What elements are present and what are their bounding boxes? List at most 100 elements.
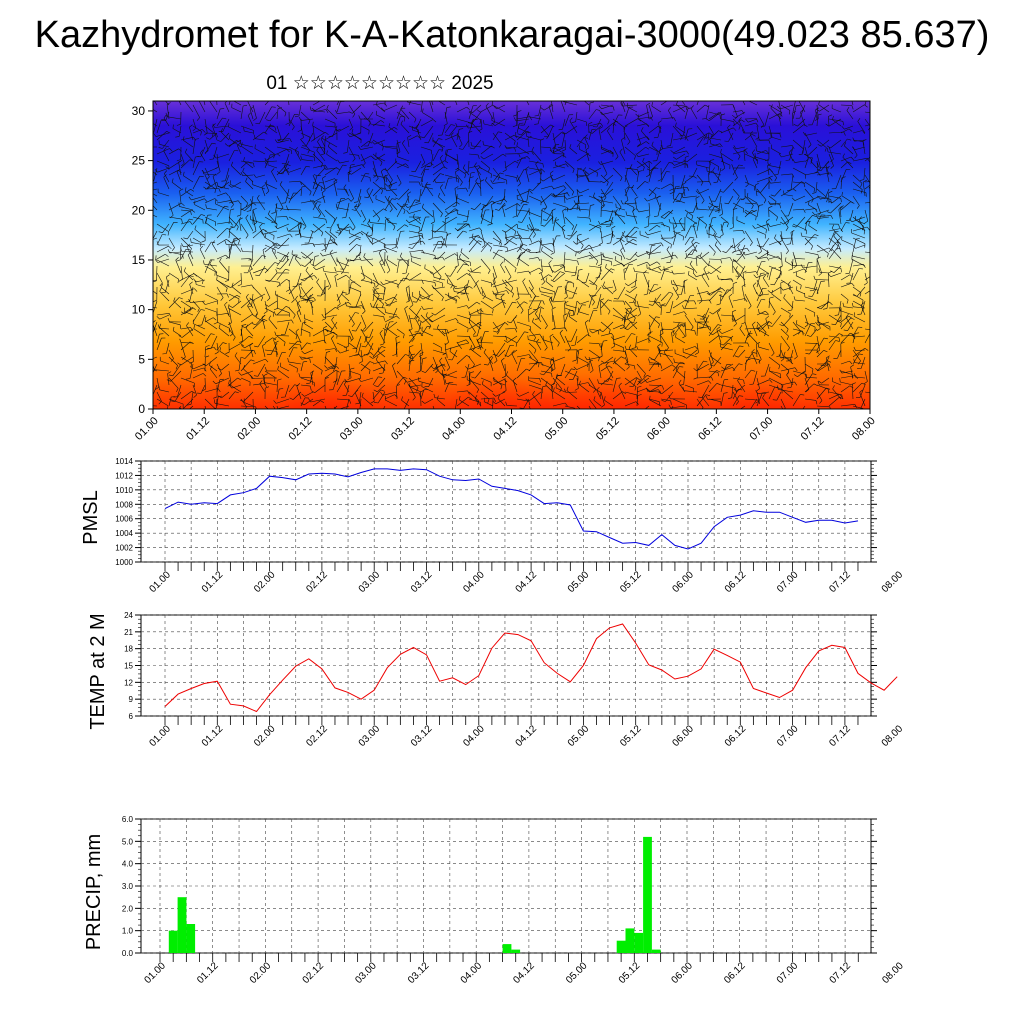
wind-barb bbox=[545, 281, 554, 288]
wind-barb bbox=[656, 146, 662, 161]
wind-barb bbox=[180, 237, 192, 249]
wind-barb bbox=[268, 318, 278, 330]
wind-barb bbox=[636, 146, 646, 155]
wind-barb-flag bbox=[341, 290, 344, 295]
wind-barb bbox=[238, 356, 242, 371]
wind-barb-flag bbox=[196, 117, 200, 121]
wind-barb bbox=[240, 335, 250, 344]
wind-barb bbox=[540, 193, 552, 204]
wind-barb bbox=[636, 160, 650, 169]
wind-barb bbox=[300, 323, 303, 337]
wind-barb bbox=[231, 181, 242, 188]
wind-barb bbox=[660, 237, 672, 245]
wind-barb bbox=[684, 265, 694, 271]
wind-barb-flag bbox=[735, 266, 738, 271]
wind-barb-flag bbox=[303, 226, 307, 230]
wind-barb bbox=[454, 188, 458, 204]
wind-barb bbox=[504, 247, 520, 253]
wind-barb bbox=[720, 364, 728, 379]
wind-barb-flag bbox=[375, 355, 379, 360]
wind-barb bbox=[372, 139, 384, 147]
wind-barb bbox=[156, 313, 170, 316]
wind-barb-flag bbox=[864, 104, 868, 108]
wind-barb-flag bbox=[840, 198, 842, 203]
wind-barb-flag bbox=[392, 354, 397, 356]
wind-barb-flag bbox=[793, 124, 798, 127]
wind-barb bbox=[672, 105, 687, 113]
wind-barb-flag bbox=[554, 217, 557, 222]
wind-barb bbox=[276, 195, 284, 208]
wind-barb bbox=[336, 101, 341, 113]
wind-barb bbox=[361, 258, 374, 261]
wind-barb-flag bbox=[228, 304, 230, 309]
wind-barb bbox=[264, 146, 275, 155]
wind-barb-flag bbox=[314, 157, 316, 162]
wind-barb-flag bbox=[770, 104, 773, 109]
wind-barb bbox=[216, 239, 227, 246]
wind-barb bbox=[375, 153, 386, 161]
wind-barb-flag bbox=[491, 122, 495, 125]
wind-barb bbox=[732, 247, 747, 253]
wind-barb-flag bbox=[751, 210, 756, 213]
wind-barb-flag bbox=[598, 220, 601, 225]
wind-barb-flag bbox=[539, 373, 544, 376]
wind-barb bbox=[216, 254, 226, 260]
wind-barb bbox=[624, 333, 632, 344]
wind-barb-flag bbox=[307, 294, 312, 299]
wind-barb bbox=[736, 251, 746, 262]
wind-barb bbox=[795, 216, 806, 228]
wind-barbs bbox=[153, 101, 878, 409]
wind-barb-flag bbox=[286, 149, 290, 153]
wind-barb bbox=[321, 192, 326, 204]
wind-barb-flag bbox=[291, 299, 295, 303]
wind-barb-flag bbox=[657, 179, 662, 182]
wind-barb bbox=[770, 286, 782, 294]
wind-barb-flag bbox=[334, 273, 339, 277]
wind-barb bbox=[216, 206, 225, 218]
wind-barb bbox=[348, 368, 351, 379]
wind-barb-flag bbox=[555, 373, 558, 378]
wind-barb-flag bbox=[641, 127, 644, 132]
wind-barb-flag bbox=[193, 394, 197, 398]
wind-barb-flag bbox=[699, 252, 703, 257]
wind-barb bbox=[324, 241, 336, 246]
wind-barb-flag bbox=[476, 338, 479, 343]
wind-barb bbox=[372, 181, 383, 191]
wind-barb bbox=[708, 290, 719, 302]
wind-barb-flag bbox=[630, 164, 633, 168]
wind-barb bbox=[828, 118, 843, 122]
wind-barb bbox=[388, 187, 398, 197]
wind-barb-flag bbox=[759, 245, 763, 248]
wind-barb bbox=[516, 111, 518, 127]
wind-barb-flag bbox=[466, 383, 471, 387]
wind-barb-flag bbox=[307, 342, 311, 345]
wind-barb-flag bbox=[631, 286, 636, 288]
wind-barb-flag bbox=[733, 323, 737, 327]
wind-barb-flag bbox=[876, 181, 878, 185]
wind-barb bbox=[384, 167, 393, 181]
wind-barb bbox=[483, 123, 494, 127]
wind-barb-flag bbox=[415, 201, 420, 203]
wind-barb bbox=[622, 101, 626, 106]
wind-barb-flag bbox=[732, 367, 736, 371]
wind-barb bbox=[485, 180, 494, 190]
wind-barb bbox=[492, 153, 504, 162]
wind-barb bbox=[614, 259, 626, 267]
wind-barb bbox=[768, 268, 773, 281]
wind-barb-flag bbox=[410, 359, 415, 362]
wind-barb bbox=[304, 318, 314, 323]
wind-barb bbox=[597, 293, 602, 309]
wind-barb bbox=[850, 272, 854, 283]
wind-barb-flag bbox=[404, 204, 408, 208]
wind-barb bbox=[576, 334, 588, 344]
wind-barb-flag bbox=[792, 225, 797, 228]
wind-barb bbox=[668, 110, 674, 120]
wind-barb bbox=[408, 332, 418, 344]
wind-barb-flag bbox=[468, 110, 473, 113]
wind-barb-flag bbox=[266, 353, 271, 355]
wind-barb-flag bbox=[663, 348, 667, 353]
wind-barb-flag bbox=[219, 347, 221, 352]
wind-barb bbox=[216, 286, 224, 298]
wind-barb-flag bbox=[708, 367, 712, 370]
wind-barb bbox=[576, 137, 585, 148]
